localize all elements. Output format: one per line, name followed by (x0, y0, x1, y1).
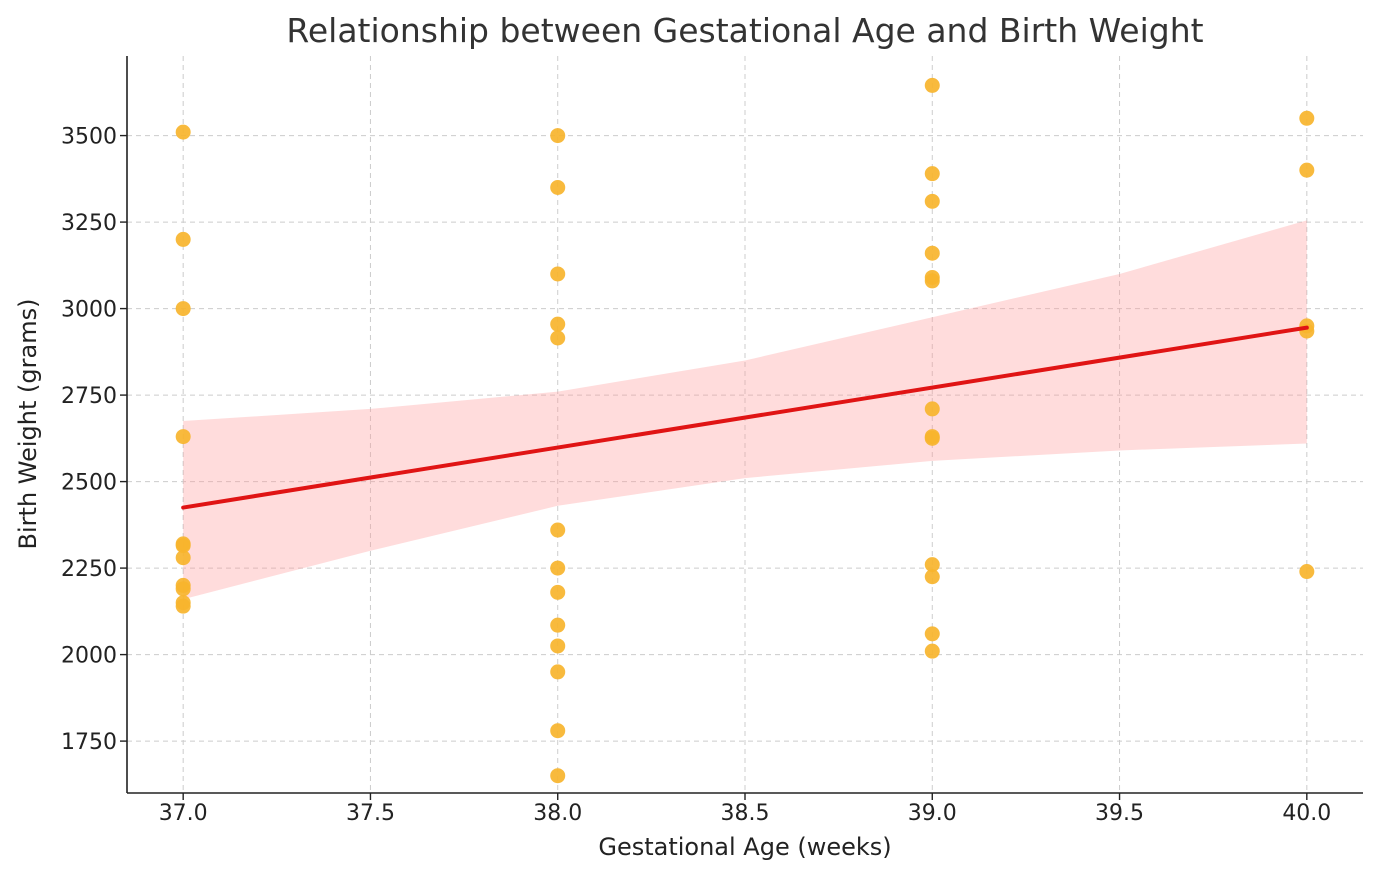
data-point (924, 193, 940, 209)
data-point (175, 124, 191, 140)
data-point (924, 626, 940, 642)
data-point (550, 723, 566, 739)
x-tick-label: 39.0 (908, 801, 957, 826)
regression-line (181, 325, 1309, 510)
data-point (175, 231, 191, 247)
data-point (924, 643, 940, 659)
x-tick-label: 40.0 (1282, 801, 1331, 826)
data-point (924, 245, 940, 261)
data-point (924, 557, 940, 573)
x-axis-ticks: 37.0 37.5 38.0 38.5 39.0 39.5 40.0 (159, 793, 1331, 826)
y-tick-label: 2250 (61, 557, 117, 582)
y-tick-label: 1750 (61, 730, 117, 755)
x-tick-label: 37.0 (159, 801, 208, 826)
data-point (550, 128, 566, 144)
data-point (550, 638, 566, 654)
data-point (550, 330, 566, 346)
y-tick-label: 3500 (61, 125, 117, 150)
y-axis-ticks: 1750 2000 2250 2500 2750 3000 3250 3500 (61, 125, 127, 755)
data-point (550, 560, 566, 576)
data-point (1299, 564, 1315, 580)
data-point (1299, 110, 1315, 126)
y-tick-label: 3000 (61, 298, 117, 323)
confidence-band (183, 220, 1307, 600)
data-point (550, 584, 566, 600)
x-axis-label: Gestational Age (weeks) (598, 833, 891, 861)
data-point (175, 550, 191, 566)
x-tick-label: 39.5 (1095, 801, 1144, 826)
data-point (924, 430, 940, 446)
data-point (175, 429, 191, 445)
y-tick-label: 2500 (61, 471, 117, 496)
data-point (924, 273, 940, 289)
y-tick-label: 3250 (61, 211, 117, 236)
x-tick-label: 37.5 (346, 801, 395, 826)
data-point (550, 316, 566, 332)
data-point (924, 77, 940, 93)
data-point (550, 522, 566, 538)
data-point (550, 664, 566, 680)
data-point (550, 617, 566, 633)
data-point (175, 581, 191, 597)
data-point (175, 538, 191, 554)
y-axis-label: Birth Weight (grams) (14, 299, 42, 550)
chart-title: Relationship between Gestational Age and… (286, 11, 1203, 50)
data-point (175, 598, 191, 614)
data-point (924, 401, 940, 417)
data-points (175, 77, 1315, 784)
y-tick-label: 2750 (61, 384, 117, 409)
data-point (550, 768, 566, 784)
data-point (924, 569, 940, 585)
data-point (924, 166, 940, 182)
x-tick-label: 38.5 (721, 801, 770, 826)
data-point (175, 301, 191, 317)
x-tick-label: 38.0 (533, 801, 582, 826)
data-point (550, 179, 566, 195)
y-tick-label: 2000 (61, 644, 117, 669)
data-point (550, 266, 566, 282)
data-point (1299, 162, 1315, 178)
